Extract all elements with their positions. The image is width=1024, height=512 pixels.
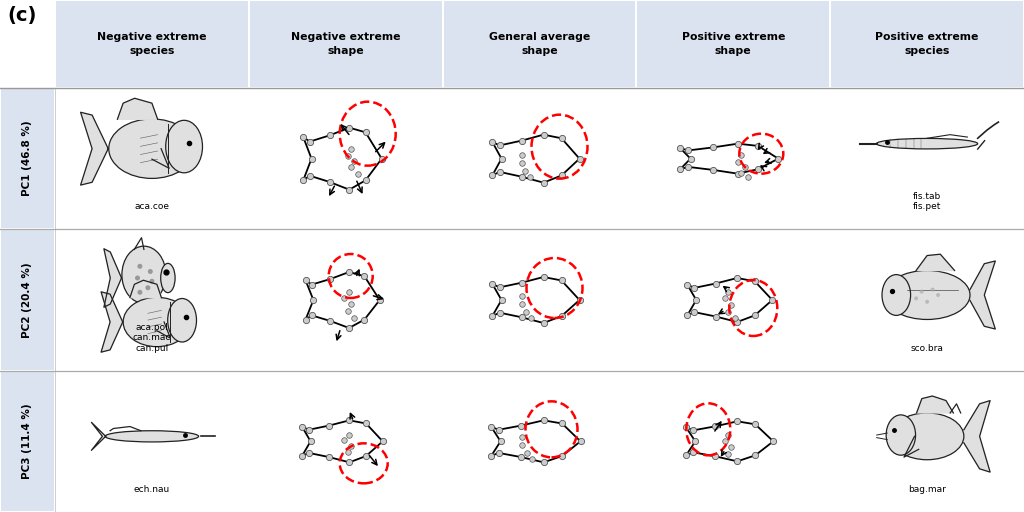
Bar bbox=[443, 1, 636, 87]
Polygon shape bbox=[964, 400, 990, 472]
Bar bbox=[1, 230, 54, 370]
Ellipse shape bbox=[936, 293, 940, 297]
Ellipse shape bbox=[135, 275, 140, 281]
Text: PC1 (46.8 %): PC1 (46.8 %) bbox=[23, 121, 33, 197]
Text: Negative extreme
shape: Negative extreme shape bbox=[291, 32, 400, 56]
Ellipse shape bbox=[137, 264, 142, 269]
Text: ech.nau: ech.nau bbox=[134, 485, 170, 494]
Polygon shape bbox=[130, 280, 162, 297]
Polygon shape bbox=[103, 249, 122, 307]
Bar bbox=[56, 1, 248, 87]
Ellipse shape bbox=[122, 246, 166, 303]
Text: sco.bra: sco.bra bbox=[910, 344, 943, 353]
Ellipse shape bbox=[920, 290, 924, 293]
Text: Negative extreme
species: Negative extreme species bbox=[97, 32, 207, 56]
Text: Positive extreme
shape: Positive extreme shape bbox=[682, 32, 785, 56]
Ellipse shape bbox=[168, 298, 197, 342]
Ellipse shape bbox=[147, 269, 153, 274]
Ellipse shape bbox=[150, 279, 155, 284]
Text: PC3 (11.4 %): PC3 (11.4 %) bbox=[23, 403, 33, 479]
Text: bag.mar: bag.mar bbox=[908, 485, 946, 494]
Ellipse shape bbox=[166, 120, 203, 173]
Ellipse shape bbox=[145, 285, 151, 290]
Ellipse shape bbox=[890, 413, 964, 460]
Polygon shape bbox=[101, 292, 123, 352]
Bar bbox=[1, 89, 54, 228]
Ellipse shape bbox=[123, 297, 190, 347]
Ellipse shape bbox=[884, 270, 970, 319]
Ellipse shape bbox=[931, 288, 935, 291]
Ellipse shape bbox=[109, 119, 195, 178]
Text: aca.pol
can.mac
can.pul: aca.pol can.mac can.pul bbox=[133, 323, 171, 353]
Polygon shape bbox=[91, 422, 105, 451]
Text: PC2 (20.4 %): PC2 (20.4 %) bbox=[23, 262, 33, 338]
Polygon shape bbox=[970, 261, 995, 329]
Ellipse shape bbox=[882, 274, 910, 315]
Polygon shape bbox=[916, 254, 954, 270]
Text: Positive extreme
species: Positive extreme species bbox=[876, 32, 979, 56]
Ellipse shape bbox=[161, 263, 175, 293]
Polygon shape bbox=[916, 396, 953, 413]
Ellipse shape bbox=[105, 431, 199, 442]
Polygon shape bbox=[118, 98, 158, 119]
Ellipse shape bbox=[877, 138, 978, 149]
Text: General average
shape: General average shape bbox=[488, 32, 590, 56]
Ellipse shape bbox=[886, 415, 915, 455]
Ellipse shape bbox=[914, 296, 919, 301]
Text: fis.tab
fis.pet: fis.tab fis.pet bbox=[913, 192, 941, 211]
Text: aca.coe: aca.coe bbox=[134, 202, 169, 211]
Bar bbox=[831, 1, 1023, 87]
Ellipse shape bbox=[925, 300, 929, 304]
Bar bbox=[637, 1, 829, 87]
Text: (c): (c) bbox=[7, 6, 37, 25]
Bar bbox=[250, 1, 441, 87]
Ellipse shape bbox=[137, 290, 142, 295]
Bar bbox=[1, 372, 54, 511]
Polygon shape bbox=[81, 112, 109, 185]
